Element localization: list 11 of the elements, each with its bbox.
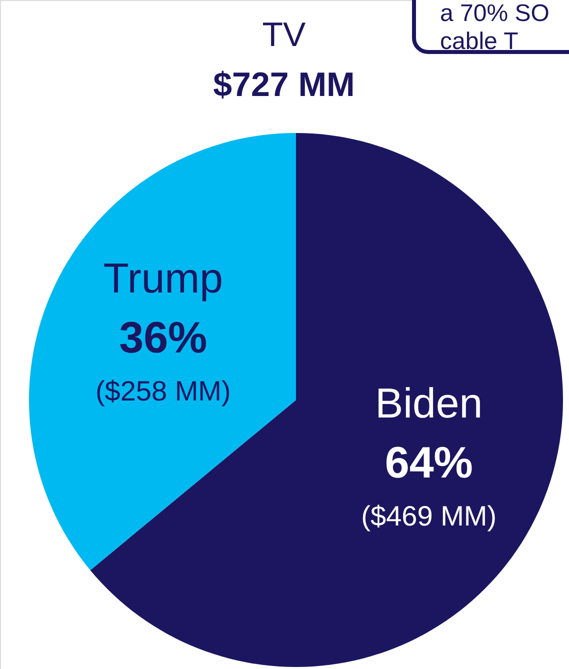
text: a 70% SO cable T [440,0,550,55]
slice-label: Trump [103,254,224,302]
chart-title: TV [262,16,306,54]
pie-slice [90,133,563,667]
data-label: 64% [384,438,473,488]
text: ($469 MM) [361,500,497,532]
text: ($258 MM) [95,375,231,406]
slice-label: Biden [375,380,483,427]
data-label: 36% [119,313,208,362]
chart-subtitle: $727 MM [213,66,355,104]
pie-slice [30,133,296,570]
